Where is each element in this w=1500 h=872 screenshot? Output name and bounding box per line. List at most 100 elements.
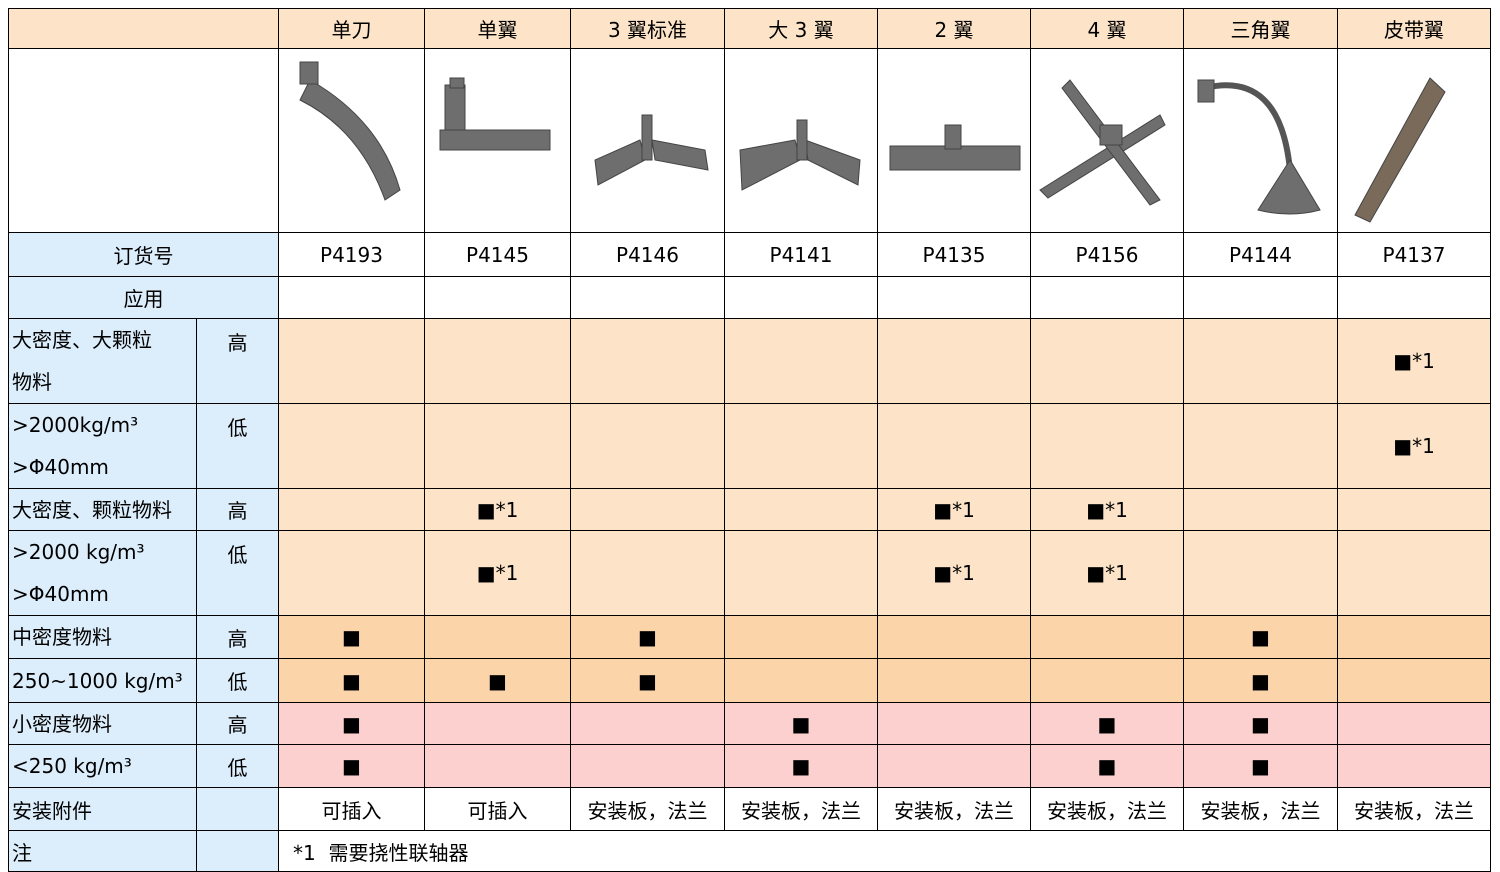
mark-cell (424, 702, 571, 745)
row-label: 大密度、颗粒物料 (8, 488, 197, 531)
order-number: P4137 (1337, 232, 1491, 277)
mounting-value: 安装板，法兰 (877, 787, 1031, 831)
mark-cell (278, 403, 425, 489)
mark-cell: ■*1 (1337, 318, 1491, 404)
mounting-value: 安装板，法兰 (1183, 787, 1338, 831)
row-label-line: <250 kg/m³ (12, 754, 132, 778)
note-label: 注 (8, 830, 197, 872)
mark-cell (724, 615, 878, 659)
mark-cell (877, 744, 1031, 788)
row-label: <250 kg/m³ (8, 744, 197, 788)
image-cell (877, 48, 1031, 233)
level: 高 (196, 702, 279, 745)
image-cell (570, 48, 725, 233)
image-cell (1337, 48, 1491, 233)
mounting-value: 可插入 (278, 787, 425, 831)
mark-cell (278, 530, 425, 616)
mark-cell: ■ (278, 615, 425, 659)
level: 高 (196, 488, 279, 531)
mark-cell: ■ (570, 615, 725, 659)
mark-cell (1183, 403, 1338, 489)
application-cell (1183, 276, 1338, 319)
mounting-value: 安装板，法兰 (1030, 787, 1184, 831)
row-label-line: >2000 kg/m³ (12, 540, 145, 564)
mark-cell (570, 530, 725, 616)
image-cell (724, 48, 878, 233)
mark-cell (724, 488, 878, 531)
level: 低 (196, 403, 279, 489)
image-cell (1030, 48, 1184, 233)
order-number: P4144 (1183, 232, 1338, 277)
mark-cell (570, 702, 725, 745)
mark-cell: ■*1 (1337, 403, 1491, 489)
image-label-cell (8, 48, 279, 233)
mark-cell: ■*1 (877, 530, 1031, 616)
row-label-line: >Φ40mm (12, 455, 109, 479)
mark-cell (877, 615, 1031, 659)
mark-cell: ■ (278, 702, 425, 745)
mark-cell: ■*1 (1030, 488, 1184, 531)
mark-cell (1030, 658, 1184, 703)
order-number: P4193 (278, 232, 425, 277)
mark-cell (1030, 318, 1184, 404)
row-label: 中密度物料 (8, 615, 197, 659)
level: 高 (196, 615, 279, 659)
row-label: 小密度物料 (8, 702, 197, 745)
note-text: *1 需要挠性联轴器 (278, 830, 1491, 872)
mark-cell (724, 403, 878, 489)
row-label: 250~1000 kg/m³ (8, 658, 197, 703)
level: 低 (196, 658, 279, 703)
level: 低 (196, 530, 279, 616)
mark-cell (424, 615, 571, 659)
column-header: 单刀 (278, 8, 425, 49)
mounting-value: 可插入 (424, 787, 571, 831)
mark-cell (1030, 615, 1184, 659)
application-cell (877, 276, 1031, 319)
mark-cell: ■*1 (424, 530, 571, 616)
order-number: P4145 (424, 232, 571, 277)
row-label: >2000 kg/m³ >Φ40mm (8, 530, 197, 616)
mark-cell: ■ (724, 744, 878, 788)
mark-cell: ■ (1030, 702, 1184, 745)
mark-cell: ■ (1183, 615, 1338, 659)
mark-cell (424, 318, 571, 404)
column-header: 皮带翼 (1337, 8, 1491, 49)
mark-cell: ■ (570, 658, 725, 703)
mark-cell (570, 403, 725, 489)
column-header: 4 翼 (1030, 8, 1184, 49)
mark-cell (877, 403, 1031, 489)
order-number: P4135 (877, 232, 1031, 277)
row-label-line: >Φ40mm (12, 582, 109, 606)
mounting-label: 安装附件 (8, 787, 197, 831)
impeller-icons (299, 61, 1446, 223)
mark-cell (877, 318, 1031, 404)
application-cell (424, 276, 571, 319)
note-level (196, 830, 279, 872)
row-label-line: 物料 (12, 370, 52, 394)
mark-cell (424, 403, 571, 489)
image-cell (1183, 48, 1338, 233)
mark-cell (1337, 530, 1491, 616)
mark-cell (1337, 744, 1491, 788)
mark-cell (1337, 702, 1491, 745)
column-header: 2 翼 (877, 8, 1031, 49)
mark-cell: ■ (424, 658, 571, 703)
mark-cell (278, 488, 425, 531)
row-label: >2000kg/m³ >Φ40mm (8, 403, 197, 489)
mark-cell: ■ (1183, 702, 1338, 745)
row-label-line: 250~1000 kg/m³ (12, 668, 183, 693)
level: 高 (196, 318, 279, 404)
column-header: 三角翼 (1183, 8, 1338, 49)
mark-cell (570, 488, 725, 531)
mark-cell (1183, 530, 1338, 616)
row-label-line: 小密度物料 (12, 711, 112, 736)
column-header: 大 3 翼 (724, 8, 878, 49)
level: 低 (196, 744, 279, 788)
mark-cell: ■ (1030, 744, 1184, 788)
application-cell (724, 276, 878, 319)
mark-cell: ■ (1183, 658, 1338, 703)
row-label-line: 中密度物料 (12, 625, 112, 649)
order-number: P4141 (724, 232, 878, 277)
